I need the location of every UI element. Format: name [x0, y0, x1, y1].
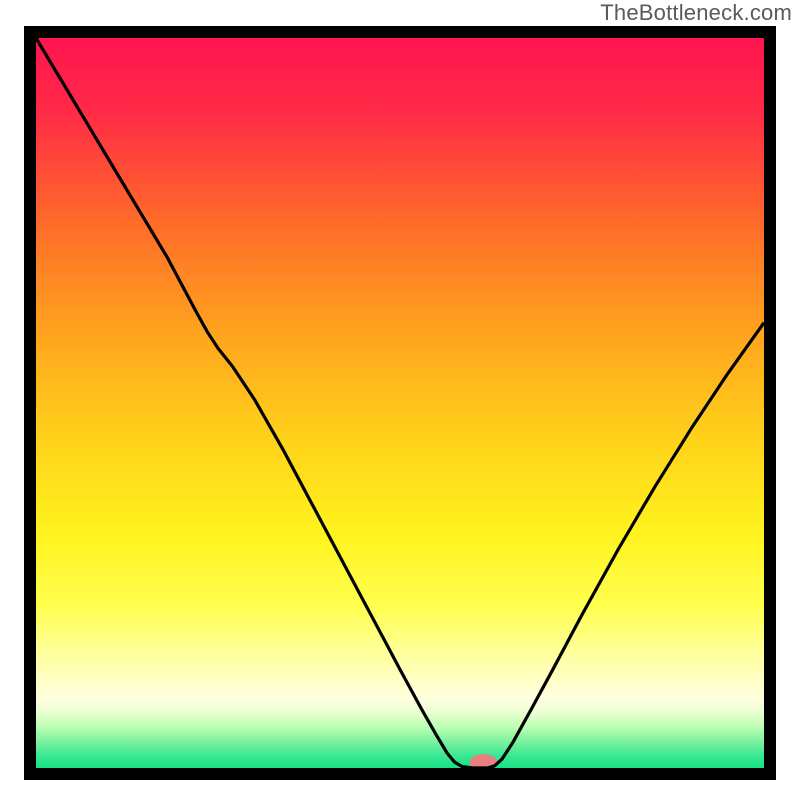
watermark-text: TheBottleneck.com [600, 0, 792, 26]
chart-frame: TheBottleneck.com [0, 0, 800, 800]
plot-border [24, 26, 776, 780]
